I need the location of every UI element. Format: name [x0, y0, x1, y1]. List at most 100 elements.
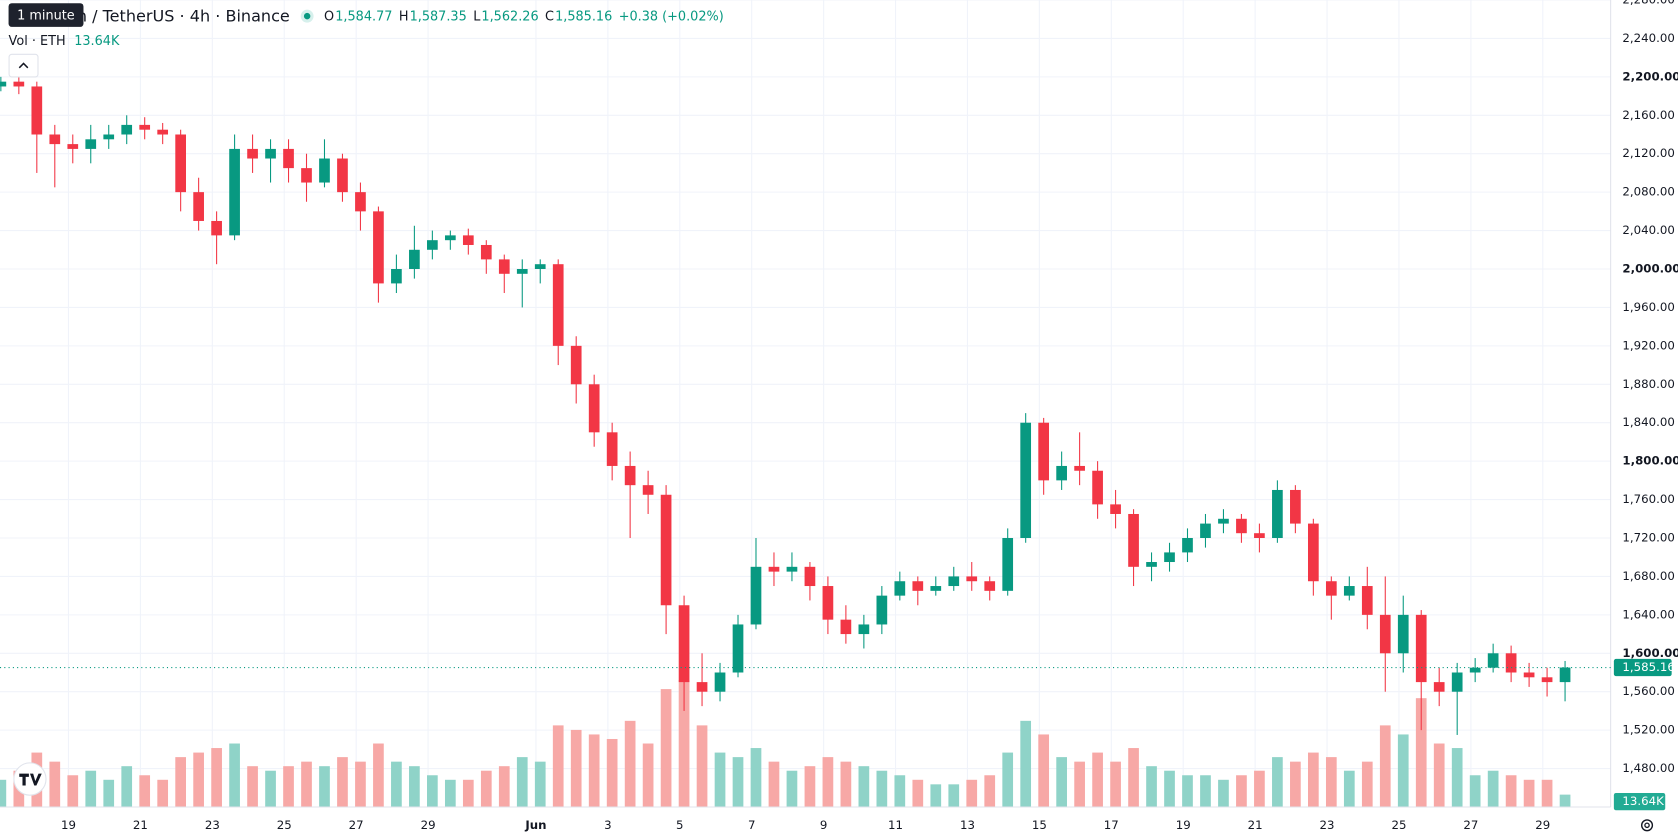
candle-body — [1290, 489, 1301, 524]
candle-body — [229, 148, 240, 236]
candle-body — [894, 581, 906, 596]
volume-bar — [1074, 761, 1085, 807]
y-tick-label: 2,280.00 — [1622, 0, 1674, 7]
candle-body — [1541, 677, 1553, 683]
candle-body — [1164, 552, 1175, 563]
volume-bar — [0, 779, 7, 807]
candle-body — [660, 494, 672, 606]
candle-body — [175, 134, 187, 193]
ohlc-value: 1,584.77 — [335, 8, 393, 24]
candle-body — [355, 192, 366, 212]
y-tick-label: 1,760.00 — [1622, 492, 1674, 506]
volume-bar — [786, 770, 798, 807]
volume-bar — [768, 761, 780, 807]
volume-bar — [157, 779, 169, 807]
ohlc-value: 1,585.16 — [555, 8, 613, 24]
grid — [0, 0, 1611, 807]
volume-bar — [876, 770, 888, 807]
volume-bar — [373, 743, 384, 807]
y-tick-label: 1,680.00 — [1622, 569, 1674, 583]
x-tick-label: 23 — [205, 818, 220, 832]
x-tick-label: 27 — [349, 818, 364, 832]
candle-body — [0, 81, 7, 87]
candle-body — [768, 566, 780, 572]
x-tick-label: 9 — [820, 818, 827, 832]
volume-tag — [1613, 793, 1666, 811]
volume-bar — [1110, 761, 1121, 807]
candle-body — [1146, 562, 1157, 567]
candle-body — [786, 566, 798, 572]
volume-bar — [480, 770, 492, 807]
volume-bar — [1487, 770, 1499, 807]
volume-bar — [804, 766, 816, 807]
volume-bar — [1272, 757, 1283, 807]
volume-bar — [229, 743, 240, 807]
volume-bar — [1128, 748, 1139, 807]
candle-body — [948, 576, 960, 587]
candle-body — [85, 139, 97, 149]
y-tick-label: 1,840.00 — [1622, 415, 1674, 429]
candle-body — [427, 240, 438, 250]
volume-bar — [121, 766, 133, 807]
candles — [0, 72, 1571, 735]
volume-bar — [1182, 775, 1193, 807]
volume-bar — [894, 775, 906, 807]
volume-bar — [984, 775, 996, 807]
x-tick-label: 3 — [604, 818, 611, 832]
candle-body — [409, 249, 420, 269]
candle-body — [1020, 422, 1032, 538]
collapse-button[interactable] — [8, 53, 39, 78]
volume-bar — [103, 779, 115, 807]
candle-body — [1415, 614, 1427, 683]
candle-body — [1451, 672, 1463, 692]
x-tick-label: 29 — [1535, 818, 1550, 832]
y-tick-label: 1,600.00 — [1622, 646, 1678, 660]
candle-body — [193, 192, 204, 221]
volume-bar — [337, 757, 348, 807]
x-tick-label: 19 — [1176, 818, 1191, 832]
ohlc-key: H — [398, 8, 409, 24]
ohlc-key: C — [545, 8, 555, 24]
volume-bar — [139, 775, 151, 807]
candle-body — [1128, 513, 1139, 567]
candle-body — [678, 605, 690, 683]
candle-body — [1397, 614, 1409, 654]
x-tick-label: 27 — [1463, 818, 1478, 832]
candle-body — [1433, 682, 1445, 692]
candle-body — [265, 148, 276, 159]
volume-bar — [606, 738, 618, 807]
candle-body — [49, 134, 61, 145]
volume-bar — [750, 748, 762, 807]
volume-bar — [1379, 725, 1391, 807]
candle-body — [1469, 667, 1481, 673]
volume-bar — [1236, 775, 1247, 807]
volume-bar — [1020, 720, 1032, 807]
candle-body — [1505, 653, 1517, 673]
volume-bar — [1469, 775, 1481, 807]
last-price-tag — [1613, 658, 1672, 677]
volume-bar — [912, 779, 924, 807]
x-tick-label: 17 — [1104, 818, 1119, 832]
volume-bar — [714, 752, 726, 807]
candle-body — [1559, 667, 1571, 683]
y-tick-label: 2,080.00 — [1622, 185, 1674, 199]
volume-bar — [265, 770, 276, 807]
settings-icon[interactable] — [1640, 819, 1654, 832]
volume-bar — [1218, 779, 1229, 807]
candle-body — [1236, 518, 1247, 534]
ohlc-key: L — [473, 8, 481, 24]
tv-logo — [13, 762, 47, 796]
volume-bar — [1505, 775, 1517, 807]
x-tick-label: 15 — [1032, 818, 1047, 832]
candle-body — [373, 211, 384, 284]
candle-body — [1307, 523, 1319, 582]
candle-body — [103, 134, 115, 140]
x-tick-label: 25 — [277, 818, 292, 832]
volume-bar — [1361, 761, 1373, 807]
volume-bar — [1290, 761, 1301, 807]
candle-body — [480, 244, 492, 260]
y-tick-label: 1,920.00 — [1622, 338, 1674, 352]
x-tick-label: 11 — [888, 818, 903, 832]
y-tick-label: 2,120.00 — [1622, 146, 1674, 160]
